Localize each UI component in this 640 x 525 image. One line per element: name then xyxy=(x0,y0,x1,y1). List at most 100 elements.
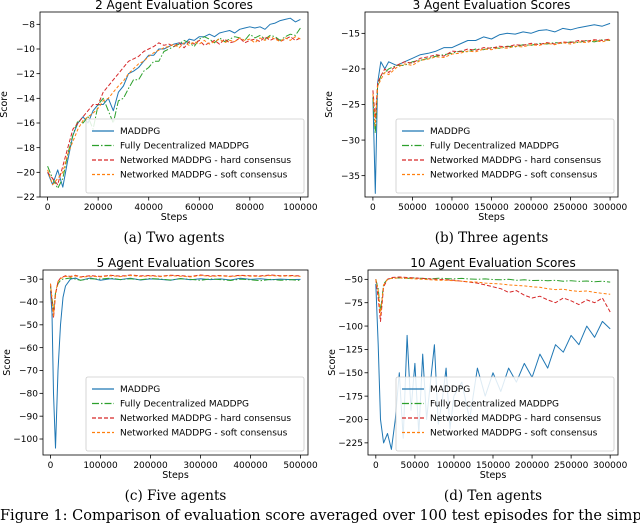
legend: MADDPG Fully Decentralized MADDPG Networke… xyxy=(395,118,615,194)
series-line-hard_consensus xyxy=(47,36,301,186)
series-line-soft_consensus xyxy=(47,36,301,186)
legend-label: MADDPG xyxy=(430,385,470,395)
series-line-hard_consensus xyxy=(372,38,611,120)
y-tick-label: −20 xyxy=(16,169,35,179)
x-tick-label: 60000 xyxy=(185,203,214,213)
legend-box xyxy=(85,118,305,194)
y-axis-label: Score xyxy=(2,349,13,376)
legend: MADDPG Fully Decentralized MADDPG Networke… xyxy=(85,376,305,452)
x-tick-label: 0 xyxy=(48,461,54,471)
series-lines xyxy=(50,274,301,449)
legend: MADDPG Fully Decentralized MADDPG Networke… xyxy=(85,118,305,194)
y-tick-label: −50 xyxy=(344,276,363,286)
chart-panel-two-agents: 2 Agent Evaluation Scores 0 20000 40000 6000… xyxy=(0,0,318,246)
y-tick-label: −150 xyxy=(338,369,363,379)
legend-label: Networked MADDPG - hard consensus xyxy=(120,156,291,166)
x-tick-label: 500000 xyxy=(283,461,318,471)
series-lines xyxy=(372,22,611,194)
y-tick-label: −80 xyxy=(19,390,38,400)
legend-label: Networked MADDPG - hard consensus xyxy=(430,414,601,424)
chart-panel-three-agents: 3 Agent Evaluation Scores 0 50000 100000 150… xyxy=(324,0,628,246)
x-tick-label: 150000 xyxy=(474,203,509,213)
y-tick-label: −125 xyxy=(338,346,363,356)
y-tick-label: −35 xyxy=(341,172,360,182)
x-tick-label: 20000 xyxy=(84,203,113,213)
y-axis-label: Score xyxy=(0,91,10,118)
x-tick-label: 50000 xyxy=(398,203,427,213)
x-tick-label: 400000 xyxy=(233,461,268,471)
x-axis-label: Steps xyxy=(161,212,188,223)
y-tick-label: −200 xyxy=(338,416,363,426)
legend-box xyxy=(395,376,615,452)
x-tick-label: 0 xyxy=(45,203,51,213)
y-tick-label: −22 xyxy=(16,193,35,203)
axes-frame xyxy=(42,269,309,456)
y-tick-label: −14 xyxy=(16,95,35,105)
subcaption: (b) Three agents xyxy=(435,230,549,246)
subcaption: (c) Five agents xyxy=(125,488,227,504)
x-axis-label: Steps xyxy=(480,470,507,481)
x-tick-label: 250000 xyxy=(553,203,588,213)
y-tick-label: −90 xyxy=(19,412,38,422)
series-line-fully_decentralized xyxy=(375,277,611,313)
legend-label: Fully Decentralized MADDPG xyxy=(430,142,559,152)
legend-label: Fully Decentralized MADDPG xyxy=(120,400,249,410)
legend-label: Networked MADDPG - soft consensus xyxy=(120,429,288,439)
y-tick-label: −30 xyxy=(19,275,38,285)
y-tick-label: −16 xyxy=(16,119,35,129)
x-tick-label: 0 xyxy=(373,461,379,471)
series-line-soft_consensus xyxy=(50,275,301,317)
x-tick-label: 40000 xyxy=(134,203,163,213)
y-axis-label: Score xyxy=(327,349,338,376)
x-tick-label: 300000 xyxy=(593,461,628,471)
y-tick-label: −70 xyxy=(19,367,38,377)
chart-panel-five-agents: 5 Agent Evaluation Scores 0 100000 200000 30… xyxy=(2,256,318,504)
x-tick-label: 100000 xyxy=(437,461,472,471)
chart-title: 2 Agent Evaluation Scores xyxy=(95,0,253,12)
x-tick-label: 80000 xyxy=(236,203,265,213)
legend-label: Fully Decentralized MADDPG xyxy=(430,400,559,410)
x-tick-label: 200000 xyxy=(514,203,549,213)
series-line-maddpg xyxy=(372,22,611,194)
y-tick-label: −60 xyxy=(19,344,38,354)
legend-label: Fully Decentralized MADDPG xyxy=(120,142,249,152)
figure-caption: Figure 1: Comparison of evaluation score… xyxy=(0,508,640,524)
legend-label: Networked MADDPG - hard consensus xyxy=(120,414,291,424)
y-tick-label: −175 xyxy=(338,392,363,402)
x-tick-label: 100000 xyxy=(83,461,118,471)
x-tick-label: 200000 xyxy=(133,461,168,471)
legend-label: MADDPG xyxy=(430,127,470,137)
x-tick-label: 250000 xyxy=(554,461,589,471)
legend-label: MADDPG xyxy=(120,127,160,137)
y-tick-label: −40 xyxy=(19,298,38,308)
y-tick-label: −18 xyxy=(16,144,35,154)
axes-frame xyxy=(39,11,309,198)
x-tick-label: 150000 xyxy=(476,461,511,471)
legend-label: Networked MADDPG - soft consensus xyxy=(120,171,288,181)
y-tick-label: −30 xyxy=(341,136,360,146)
chart-title: 3 Agent Evaluation Scores xyxy=(413,0,571,12)
legend: MADDPG Fully Decentralized MADDPG Networke… xyxy=(395,376,615,452)
x-tick-label: 100000 xyxy=(435,203,470,213)
x-tick-label: 200000 xyxy=(515,461,550,471)
x-tick-label: 300000 xyxy=(183,461,218,471)
series-line-hard_consensus xyxy=(50,274,301,319)
y-tick-label: −12 xyxy=(16,70,35,80)
y-tick-label: −225 xyxy=(338,439,363,449)
series-line-hard_consensus xyxy=(375,276,611,322)
chart-panel-ten-agents: 10 Agent Evaluation Scores 0 50000 100000 15… xyxy=(327,256,628,504)
x-tick-label: 0 xyxy=(370,203,376,213)
series-line-soft_consensus xyxy=(372,39,611,127)
y-axis-label: Score xyxy=(324,91,335,118)
legend-label: MADDPG xyxy=(120,385,160,395)
subcaption: (a) Two agents xyxy=(123,230,224,246)
x-axis-label: Steps xyxy=(162,470,189,481)
chart-title: 10 Agent Evaluation Scores xyxy=(410,256,575,270)
x-tick-label: 50000 xyxy=(401,461,430,471)
legend-box xyxy=(395,118,615,194)
subcaption: (d) Ten agents xyxy=(444,488,542,504)
chart-title: 5 Agent Evaluation Scores xyxy=(97,256,255,270)
x-tick-label: 100000 xyxy=(283,203,318,213)
y-tick-label: −100 xyxy=(13,435,38,445)
